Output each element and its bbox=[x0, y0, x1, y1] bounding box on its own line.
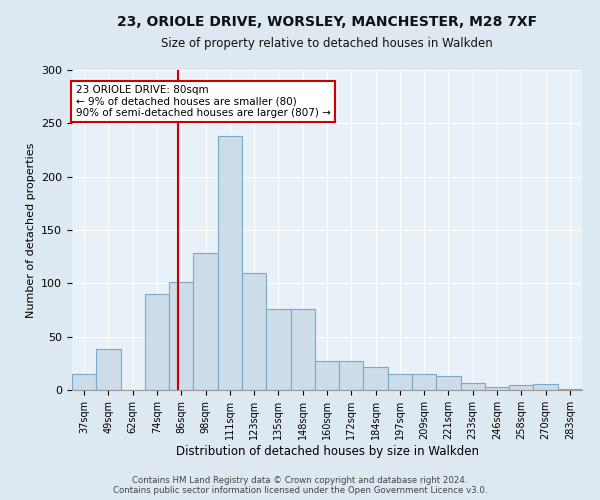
Bar bbox=[266, 309, 290, 390]
Bar bbox=[315, 361, 339, 390]
Bar bbox=[558, 389, 582, 390]
Bar bbox=[242, 272, 266, 390]
Bar bbox=[509, 384, 533, 390]
Bar bbox=[169, 282, 193, 390]
Y-axis label: Number of detached properties: Number of detached properties bbox=[26, 142, 35, 318]
Bar bbox=[145, 294, 169, 390]
Bar bbox=[96, 350, 121, 390]
Text: Contains HM Land Registry data © Crown copyright and database right 2024.
Contai: Contains HM Land Registry data © Crown c… bbox=[113, 476, 487, 495]
Bar bbox=[290, 309, 315, 390]
Text: 23 ORIOLE DRIVE: 80sqm
← 9% of detached houses are smaller (80)
90% of semi-deta: 23 ORIOLE DRIVE: 80sqm ← 9% of detached … bbox=[76, 85, 331, 118]
Text: Size of property relative to detached houses in Walkden: Size of property relative to detached ho… bbox=[161, 38, 493, 51]
Bar bbox=[364, 366, 388, 390]
Bar bbox=[485, 387, 509, 390]
Bar bbox=[193, 254, 218, 390]
Bar bbox=[461, 382, 485, 390]
Text: 23, ORIOLE DRIVE, WORSLEY, MANCHESTER, M28 7XF: 23, ORIOLE DRIVE, WORSLEY, MANCHESTER, M… bbox=[117, 15, 537, 29]
Bar bbox=[436, 376, 461, 390]
Bar bbox=[72, 374, 96, 390]
Bar bbox=[388, 374, 412, 390]
Bar bbox=[412, 374, 436, 390]
Bar bbox=[533, 384, 558, 390]
Bar bbox=[218, 136, 242, 390]
X-axis label: Distribution of detached houses by size in Walkden: Distribution of detached houses by size … bbox=[176, 444, 479, 458]
Bar bbox=[339, 361, 364, 390]
